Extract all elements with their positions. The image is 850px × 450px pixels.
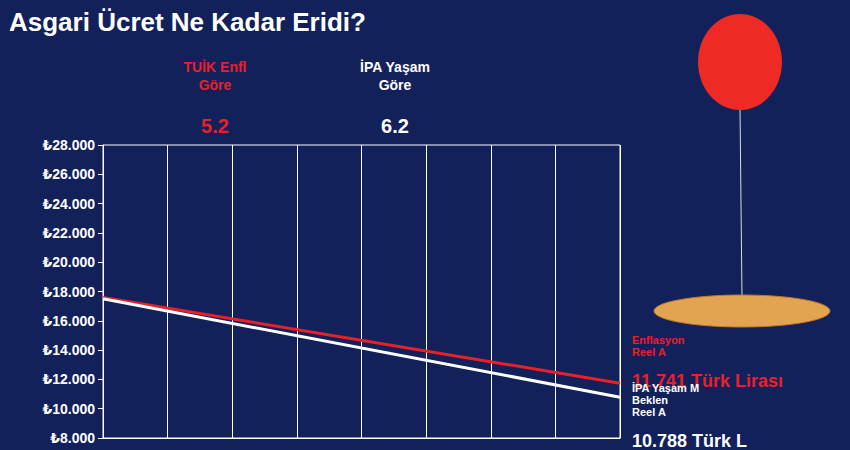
svg-text:Asgari Ücret Ne Kadar Eridi?: Asgari Ücret Ne Kadar Eridi? (9, 7, 366, 37)
svg-text:₺28.000: ₺28.000 (42, 137, 95, 153)
svg-text:₺24.000: ₺24.000 (42, 196, 95, 212)
svg-text:Beklen: Beklen (632, 394, 668, 406)
svg-text:₺12.000: ₺12.000 (42, 371, 95, 387)
svg-text:Reel A: Reel A (632, 406, 666, 418)
svg-text:6.2: 6.2 (381, 115, 409, 137)
svg-text:₺14.000: ₺14.000 (42, 342, 95, 358)
svg-text:₺26.000: ₺26.000 (42, 166, 95, 182)
svg-text:₺16.000: ₺16.000 (42, 313, 95, 329)
svg-text:₺22.000: ₺22.000 (42, 225, 95, 241)
svg-text:İPA Yaşam: İPA Yaşam (360, 59, 430, 75)
svg-text:Göre: Göre (199, 77, 232, 93)
svg-text:İPA Yaşam M: İPA Yaşam M (632, 382, 699, 394)
svg-text:Göre: Göre (379, 77, 412, 93)
svg-text:₺8.000: ₺8.000 (50, 430, 95, 446)
svg-text:Enflasyon: Enflasyon (632, 334, 685, 346)
svg-text:10.788 Türk L: 10.788 Türk L (632, 431, 747, 450)
svg-text:5.2: 5.2 (201, 115, 229, 137)
svg-text:11.741 Türk Lirası: 11.741 Türk Lirası (632, 371, 784, 391)
svg-text:₺20.000: ₺20.000 (42, 254, 95, 270)
svg-text:₺18.000: ₺18.000 (42, 284, 95, 300)
svg-text:Reel A: Reel A (632, 346, 666, 358)
svg-text:TUİK Enfl: TUİK Enfl (184, 59, 247, 75)
svg-text:₺10.000: ₺10.000 (42, 401, 95, 417)
